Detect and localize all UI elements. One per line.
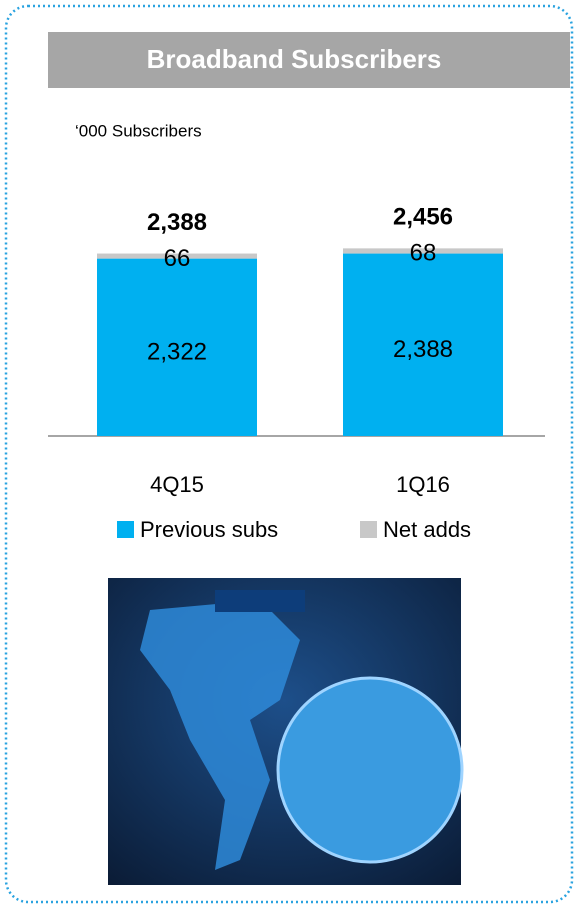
legend-swatch xyxy=(360,521,377,538)
x-tick-label: 4Q15 xyxy=(150,472,204,497)
value-label: 66 xyxy=(164,245,191,272)
total-label: 2,456 xyxy=(393,204,453,231)
value-label: 2,388 xyxy=(393,336,453,363)
map-banner xyxy=(215,590,305,612)
value-label: 68 xyxy=(410,240,437,267)
map-zoom-circle xyxy=(278,678,462,862)
legend-label: Previous subs xyxy=(140,517,278,542)
fiber-map-image xyxy=(108,578,462,885)
value-label: 2,322 xyxy=(147,339,207,366)
legend-label: Net adds xyxy=(383,517,471,542)
total-label: 2,388 xyxy=(147,209,207,236)
chart-subtitle: ‘000 Subscribers xyxy=(75,121,202,140)
chart-title: Broadband Subscribers xyxy=(147,44,442,74)
x-tick-label: 1Q16 xyxy=(396,472,450,497)
legend-swatch xyxy=(117,521,134,538)
slide-panel: Broadband Subscribers ‘000 Subscribers 2… xyxy=(0,0,578,908)
